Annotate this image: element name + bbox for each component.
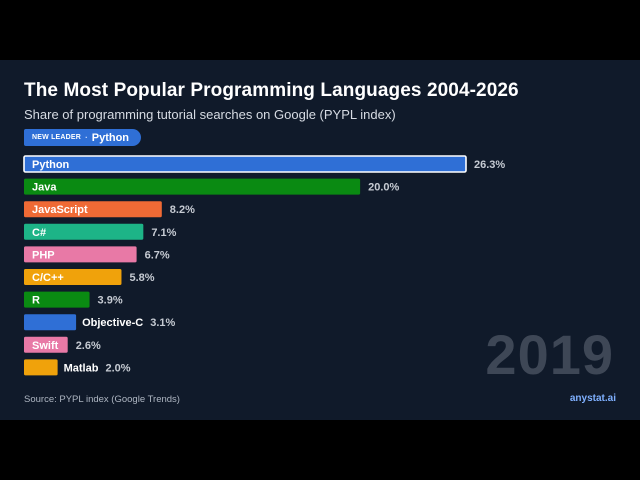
bar-value-csharp: 7.1% — [151, 227, 176, 239]
new-leader-badge: NEW LEADER · Python — [24, 129, 142, 146]
bar-java — [24, 178, 361, 195]
bar-label-csharp: C# — [32, 227, 46, 239]
bar-objective-c — [24, 314, 77, 331]
bar-value-python: 26.3% — [474, 159, 505, 171]
bar-value-javascript: 8.2% — [170, 204, 195, 216]
bar-label-r: R — [32, 295, 40, 307]
new-leader-name: Python — [91, 131, 130, 144]
badge-separator: · — [85, 133, 88, 142]
bar-label-java: Java — [32, 182, 57, 194]
bar-csharp — [24, 223, 144, 240]
bar-label-python: Python — [32, 159, 70, 171]
bar-javascript — [24, 201, 162, 218]
chart-subtitle: Share of programming tutorial searches o… — [24, 107, 396, 122]
year-indicator: 2019 — [485, 323, 614, 386]
bar-value-r: 3.9% — [98, 295, 123, 307]
bar-value-swift: 2.6% — [76, 340, 101, 352]
bar-matlab — [24, 359, 58, 376]
bar-label-matlab: Matlab — [64, 362, 99, 374]
bar-python — [23, 155, 467, 173]
bar-php — [24, 246, 137, 263]
bar-label-php: PHP — [32, 249, 55, 261]
bar-label-objective-c: Objective-C — [82, 317, 143, 329]
bar-label-javascript: JavaScript — [32, 204, 88, 216]
bar-value-java: 20.0% — [368, 182, 399, 194]
new-leader-label: NEW LEADER — [32, 134, 82, 141]
bar-r — [24, 291, 90, 308]
bar-label-c-cpp: C/C++ — [32, 272, 64, 284]
bar-value-matlab: 2.0% — [105, 362, 130, 374]
chart-title: The Most Popular Programming Languages 2… — [24, 80, 519, 101]
chart-frame: The Most Popular Programming Languages 2… — [0, 60, 640, 420]
bar-value-c-cpp: 5.8% — [129, 272, 154, 284]
brand-logo-text: anystat.ai — [569, 393, 616, 404]
bar-label-swift: Swift — [32, 340, 59, 352]
bar-value-objective-c: 3.1% — [150, 317, 175, 329]
bar-value-php: 6.7% — [145, 249, 170, 261]
source-note: Source: PYPL index (Google Trends) — [24, 394, 180, 405]
bar-c-cpp — [24, 269, 122, 285]
bar-chart: Python 26.3% Java 20.0% JavaScript 8.2% C# 7.1%… — [23, 155, 505, 376]
bar-swift — [24, 336, 68, 353]
